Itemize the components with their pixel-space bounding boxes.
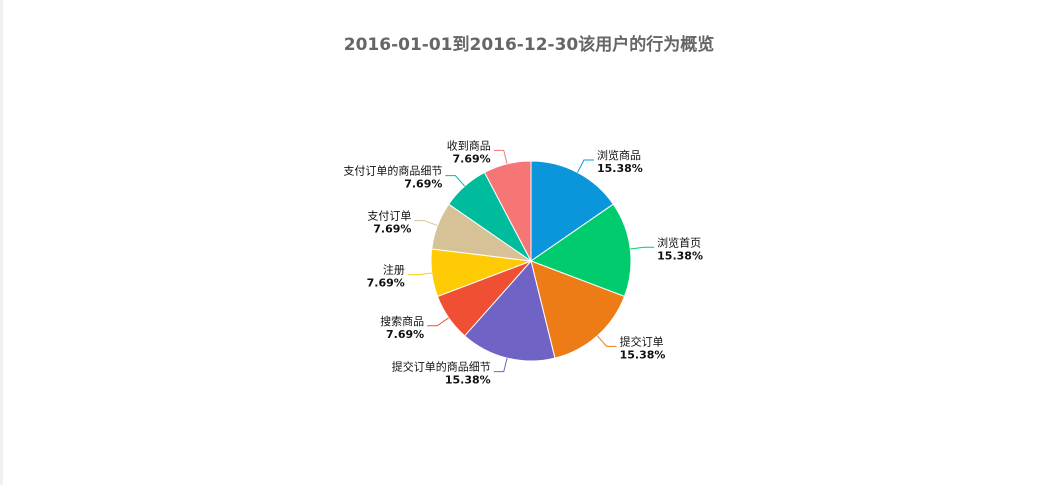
slice-percent-label: 7.69% [404,178,442,191]
slice-name-label: 提交订单的商品细节 [392,360,491,374]
pie-slice[interactable] [530,160,614,262]
leader-line [445,175,466,187]
slice-name-label: 收到商品 [447,138,491,152]
leader-line [596,335,617,347]
slice-percent-label: 15.38% [445,374,491,387]
slice-name-label: 搜索商品 [380,314,424,328]
slice-name-label: 浏览商品 [597,148,641,162]
slice-name-label: 提交订单 [620,334,664,348]
slice-name-label: 浏览首页 [657,235,701,249]
leader-line [577,159,594,173]
leader-line [493,357,508,373]
slice-name-label: 支付订单 [367,210,411,223]
chart-title: 2016-01-01到2016-12-30该用户的行为概览 [343,35,715,55]
slice-percent-label: 15.38% [657,249,703,262]
leader-line [407,272,432,276]
slice-name-label: 支付订单的商品细节 [343,164,442,178]
leader-line [630,246,655,250]
leader-line [427,317,449,327]
slice-percent-label: 7.69% [373,223,411,236]
slice-percent-label: 7.69% [367,277,405,290]
pie-slice[interactable] [529,203,632,298]
left-border [0,0,3,485]
slice-percent-label: 7.69% [386,328,424,341]
leader-line [493,149,508,165]
slice-name-label: 注册 [383,263,405,277]
slice-percent-label: 7.69% [453,152,491,165]
leader-line [414,220,438,227]
pie-slice[interactable] [463,259,556,362]
slice-percent-label: 15.38% [597,162,643,175]
slice-percent-label: 15.38% [620,348,666,361]
